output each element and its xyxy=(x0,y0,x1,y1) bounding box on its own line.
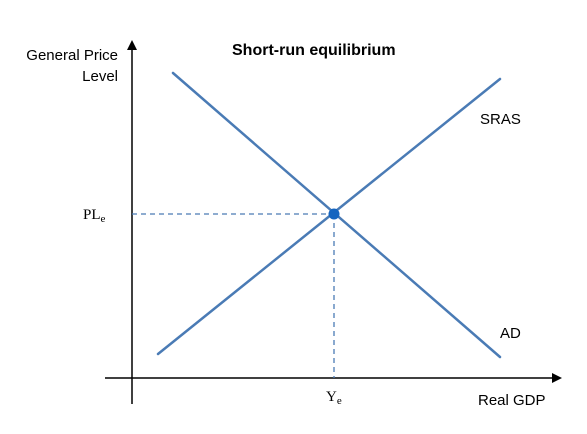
ad-label: AD xyxy=(500,325,521,342)
price-level-label-main: PL xyxy=(83,207,101,223)
sras-label: SRAS xyxy=(480,111,521,128)
output-label-sub: e xyxy=(337,395,342,407)
output-label: Ye xyxy=(326,389,342,407)
x-axis-label: Real GDP xyxy=(478,392,546,409)
y-axis-label-line1: General Price xyxy=(26,47,118,64)
diagram-title: Short-run equilibrium xyxy=(232,42,396,59)
price-level-label: PLe xyxy=(83,207,106,225)
output-label-main: Y xyxy=(326,389,337,405)
y-axis-label-line2: Level xyxy=(82,68,118,85)
equilibrium-point xyxy=(329,209,340,220)
price-level-label-sub: e xyxy=(101,213,106,225)
